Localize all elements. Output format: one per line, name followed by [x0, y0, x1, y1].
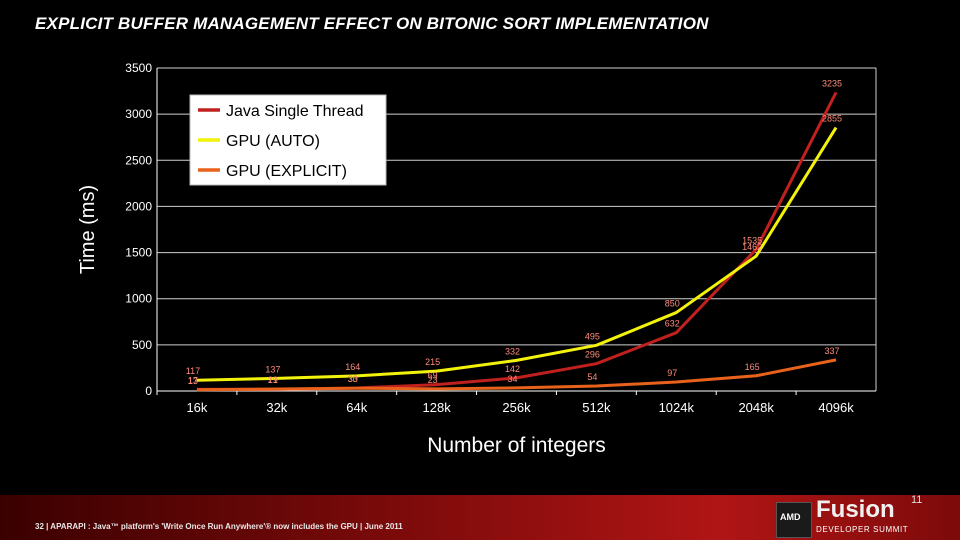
slide-title: EXPLICIT BUFFER MANAGEMENT EFFECT ON BIT…: [35, 14, 709, 33]
y-axis-label: Time (ms): [77, 185, 99, 274]
series-line-gpu-auto: [196, 126, 838, 382]
y-tick-label: 2000: [125, 199, 152, 213]
data-label-gpu-explicit: 23: [428, 375, 438, 385]
legend-label-java-single-thread: Java Single Thread: [226, 103, 364, 120]
x-tick-label: 1024k: [659, 400, 695, 415]
x-tick-label: 128k: [423, 400, 452, 415]
data-label-gpu-explicit: 34: [507, 374, 517, 384]
x-axis-label: Number of integers: [427, 434, 606, 457]
data-label-gpu-explicit: 13: [188, 376, 198, 386]
fusion-logo: AMD Fusion 11 DEVELOPER SUMMIT: [776, 494, 956, 538]
data-label-gpu-explicit: 30: [348, 374, 358, 384]
y-tick-label: 0: [145, 384, 152, 398]
data-label-gpu-auto: 1462: [742, 242, 762, 252]
x-tick-label: 64k: [346, 400, 367, 415]
data-label-java-single-thread: 142: [505, 364, 520, 374]
y-tick-label: 3000: [125, 107, 152, 121]
data-label-java-single-thread: 17: [188, 375, 198, 385]
data-label-java-single-thread: 632: [665, 319, 680, 329]
data-label-java-single-thread: 296: [585, 350, 600, 360]
legend-box: [189, 94, 387, 186]
fusion-logo-text: Fusion: [816, 496, 895, 523]
data-label-java-single-thread: 69: [428, 371, 438, 381]
data-label-gpu-explicit: 337: [825, 346, 840, 356]
y-tick-label: 2500: [125, 153, 152, 167]
legend-label-gpu-explicit: GPU (EXPLICIT): [226, 163, 347, 180]
x-tick-label: 256k: [502, 400, 531, 415]
data-label-gpu-explicit: 21: [268, 375, 278, 385]
y-tick-label: 1000: [125, 292, 152, 306]
footer-text: 32 | APARAPI : Java™ platform's 'Write O…: [35, 522, 403, 531]
legend: Java Single Thread GPU (AUTO) GPU (EXPLICI…: [189, 94, 387, 186]
data-label-gpu-auto: 850: [665, 299, 680, 309]
summit-text: DEVELOPER SUMMIT: [816, 525, 909, 534]
data-label-gpu-auto: 495: [585, 331, 600, 341]
data-label-java-single-thread: 3235: [822, 78, 842, 88]
data-label-gpu-auto: 137: [265, 364, 280, 374]
data-label-gpu-auto: 332: [505, 346, 520, 356]
data-label-gpu-auto: 215: [425, 357, 440, 367]
data-label-java-single-thread: 19: [268, 375, 278, 385]
data-label-gpu-explicit: 165: [745, 362, 760, 372]
x-tick-label: 4096k: [818, 400, 854, 415]
amd-logo-text: AMD: [780, 512, 801, 522]
fusion-edition: 11: [911, 494, 923, 506]
data-label-gpu-auto: 164: [345, 362, 360, 372]
legend-label-gpu-auto: GPU (AUTO): [226, 133, 320, 150]
y-tick-label: 1500: [125, 246, 152, 260]
data-label-gpu-auto: 117: [186, 366, 200, 376]
x-tick-label: 16k: [186, 400, 207, 415]
series-line-gpu-explicit: [196, 358, 837, 392]
y-tick-label: 3500: [125, 61, 152, 75]
data-label-java-single-thread: 33: [348, 374, 358, 384]
data-label-gpu-auto: 2855: [822, 114, 842, 124]
data-label-gpu-explicit: 97: [667, 368, 677, 378]
x-tick-label: 512k: [582, 400, 611, 415]
data-label-java-single-thread: 1535: [742, 235, 762, 245]
y-tick-label: 500: [132, 338, 152, 352]
amd-logo-icon: [776, 502, 812, 538]
x-tick-label: 2048k: [738, 400, 774, 415]
data-label-gpu-explicit: 54: [587, 372, 597, 382]
x-tick-label: 32k: [266, 400, 287, 415]
line-chart: 0 500 1000 1500 2000 2500 3000 3500 16k 32k 64k 128…: [77, 61, 877, 457]
